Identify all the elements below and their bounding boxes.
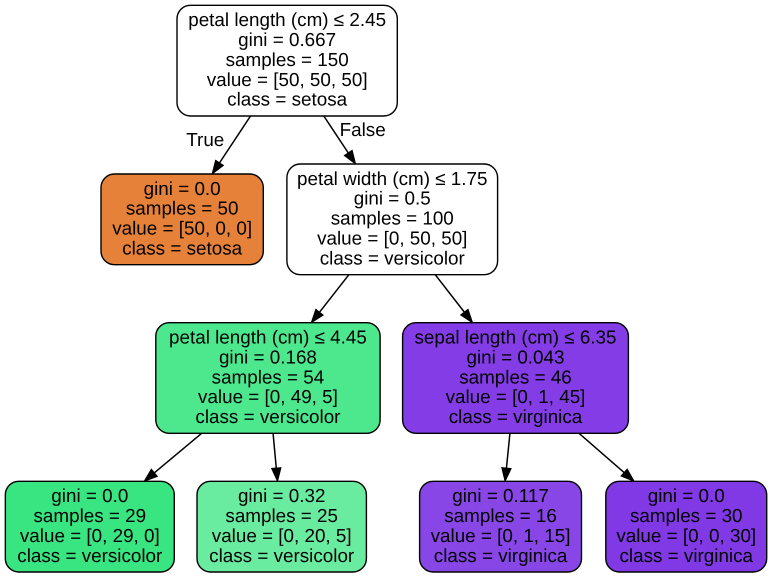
svg-text:class = versicolor: class = versicolor: [209, 545, 354, 566]
svg-text:samples = 25: samples = 25: [225, 505, 338, 526]
svg-text:class = setosa: class = setosa: [122, 238, 242, 259]
svg-text:gini = 0.0: gini = 0.0: [144, 178, 221, 199]
svg-text:value = [0, 1, 45]: value = [0, 1, 45]: [446, 386, 586, 407]
svg-text:gini = 0.667: gini = 0.667: [238, 29, 336, 50]
svg-text:gini = 0.168: gini = 0.168: [219, 346, 317, 367]
svg-text:gini = 0.5: gini = 0.5: [354, 188, 431, 209]
svg-text:samples = 46: samples = 46: [459, 366, 572, 387]
svg-text:samples = 100: samples = 100: [331, 208, 454, 229]
svg-text:class = virginica: class = virginica: [619, 545, 753, 566]
svg-text:value = [50, 0, 0]: value = [50, 0, 0]: [112, 218, 252, 239]
svg-text:gini = 0.043: gini = 0.043: [467, 346, 565, 367]
svg-text:value = [0, 50, 50]: value = [0, 50, 50]: [317, 228, 467, 249]
svg-text:sepal length (cm) ≤ 6.35: sepal length (cm) ≤ 6.35: [414, 326, 616, 347]
svg-text:samples = 54: samples = 54: [212, 366, 325, 387]
svg-text:value = [0, 29, 0]: value = [0, 29, 0]: [20, 525, 160, 546]
svg-text:True: True: [186, 129, 224, 150]
svg-text:petal length (cm) ≤ 4.45: petal length (cm) ≤ 4.45: [169, 326, 367, 347]
svg-text:value = [0, 49, 5]: value = [0, 49, 5]: [198, 386, 338, 407]
svg-text:gini = 0.0: gini = 0.0: [648, 485, 725, 506]
svg-text:gini = 0.117: gini = 0.117: [452, 485, 549, 506]
svg-text:class = versicolor: class = versicolor: [195, 406, 340, 427]
svg-text:samples = 50: samples = 50: [126, 198, 239, 219]
svg-text:samples = 16: samples = 16: [444, 505, 557, 526]
svg-text:petal width (cm) ≤ 1.75: petal width (cm) ≤ 1.75: [297, 168, 487, 189]
svg-text:value = [0, 1, 15]: value = [0, 1, 15]: [431, 525, 571, 546]
svg-text:samples = 30: samples = 30: [630, 505, 743, 526]
svg-text:gini = 0.32: gini = 0.32: [238, 485, 325, 506]
svg-text:False: False: [340, 119, 386, 140]
svg-text:gini = 0.0: gini = 0.0: [51, 485, 128, 506]
svg-text:samples = 29: samples = 29: [34, 505, 147, 526]
svg-text:value = [0, 0, 30]: value = [0, 0, 30]: [616, 525, 756, 546]
svg-text:class = versicolor: class = versicolor: [17, 545, 162, 566]
svg-text:samples = 150: samples = 150: [226, 49, 349, 70]
svg-text:class = versicolor: class = versicolor: [320, 247, 465, 268]
svg-text:class = virginica: class = virginica: [449, 406, 583, 427]
svg-text:value = [50, 50, 50]: value = [50, 50, 50]: [207, 69, 368, 90]
svg-text:class = virginica: class = virginica: [434, 545, 568, 566]
svg-text:petal length (cm) ≤ 2.45: petal length (cm) ≤ 2.45: [188, 9, 386, 30]
svg-text:value = [0, 20, 5]: value = [0, 20, 5]: [212, 525, 352, 546]
svg-text:class = setosa: class = setosa: [227, 89, 347, 110]
